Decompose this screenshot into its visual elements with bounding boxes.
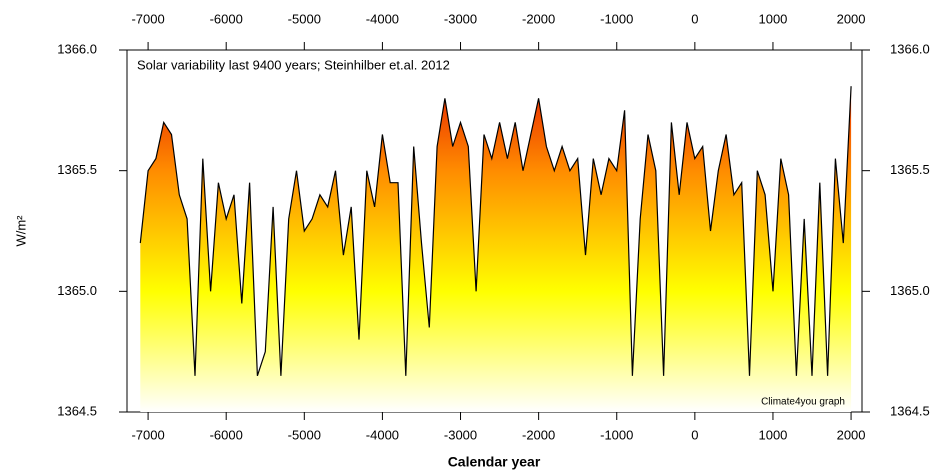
- x-tick-label: 2000: [837, 11, 866, 26]
- x-axis-label: Calendar year: [448, 454, 541, 470]
- x-tick-label: -7000: [131, 427, 164, 442]
- credit: Climate4you graph: [761, 397, 845, 408]
- x-tick-label: -6000: [210, 11, 243, 26]
- x-tick-label: -6000: [210, 427, 243, 442]
- chart-title: Solar variability last 9400 years; Stein…: [137, 57, 450, 72]
- x-tick-label: -2000: [522, 11, 555, 26]
- x-tick-label: -1000: [600, 427, 633, 442]
- x-tick-label: -4000: [366, 11, 399, 26]
- x-tick-label: 1000: [758, 427, 787, 442]
- x-tick-label: -3000: [444, 427, 477, 442]
- x-tick-label: -1000: [600, 11, 633, 26]
- y-axis-label: W/m²: [13, 215, 28, 247]
- x-tick-label: -5000: [288, 11, 321, 26]
- x-tick-label: -3000: [444, 11, 477, 26]
- y-tick-label: 1365.5: [57, 162, 97, 177]
- x-tick-label: 1000: [758, 11, 787, 26]
- y-tick-label: 1365.0: [890, 283, 930, 298]
- y-tick-label: 1365.5: [890, 162, 930, 177]
- y-tick-label: 1365.0: [57, 283, 97, 298]
- y-tick-label: 1366.0: [57, 41, 97, 56]
- x-tick-label: -2000: [522, 427, 555, 442]
- x-tick-label: 2000: [837, 427, 866, 442]
- x-tick-label: 0: [691, 11, 698, 26]
- y-tick-label: 1366.0: [890, 41, 930, 56]
- line: [139, 86, 852, 376]
- y-tick-label: 1364.5: [57, 403, 97, 418]
- area: [140, 86, 852, 412]
- x-tick-label: -7000: [131, 11, 164, 26]
- x-tick-label: -4000: [366, 427, 399, 442]
- y-tick-label: 1364.5: [890, 403, 930, 418]
- x-tick-label: 0: [691, 427, 698, 442]
- x-tick-label: -5000: [288, 427, 321, 442]
